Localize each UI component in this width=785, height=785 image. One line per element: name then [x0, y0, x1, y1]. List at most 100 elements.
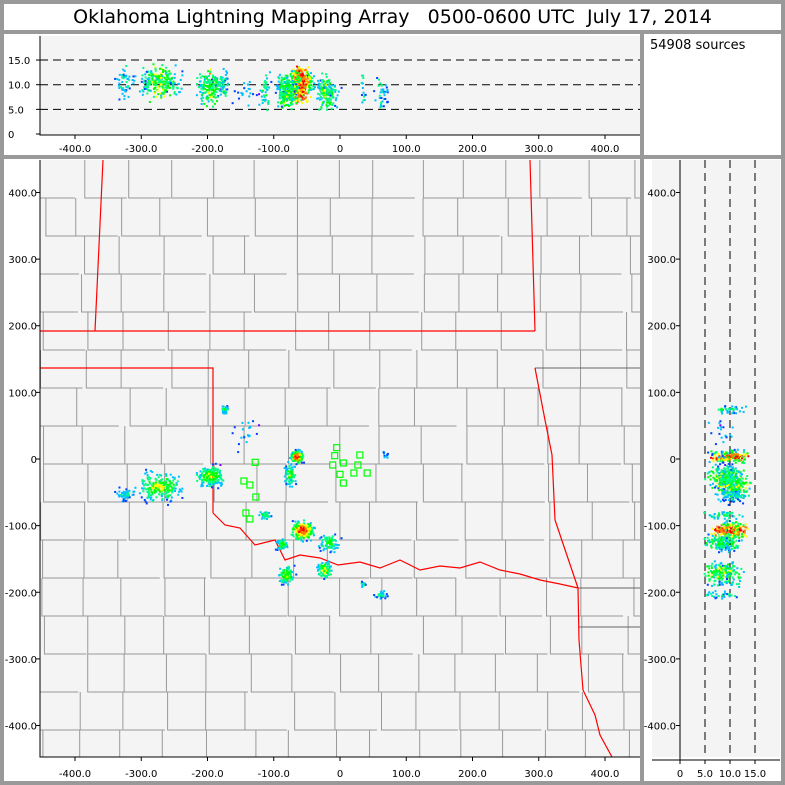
map-source-point — [336, 543, 339, 546]
map-source-point — [386, 595, 389, 598]
map-source-point — [300, 451, 303, 454]
side-source-point — [730, 594, 733, 597]
side-source-point — [720, 583, 723, 586]
map-source-point — [290, 463, 293, 466]
map-source-point — [291, 576, 294, 579]
top-source-point — [258, 103, 261, 106]
side-source-point — [726, 458, 729, 461]
top-source-point — [296, 88, 299, 91]
side-source-point — [731, 405, 734, 408]
map-source-point — [283, 581, 286, 584]
side-source-point — [738, 482, 741, 485]
map-source-point — [202, 470, 205, 473]
county-line — [494, 160, 551, 757]
map-source-point — [298, 530, 301, 533]
top-source-point — [293, 92, 296, 95]
map-source-point — [243, 436, 246, 439]
side-source-point — [739, 500, 742, 503]
map-source-point — [297, 534, 300, 537]
side-source-point — [719, 571, 722, 574]
map-source-point — [222, 408, 225, 411]
map-source-point — [237, 451, 240, 454]
side-source-point — [727, 531, 730, 534]
side-source-point — [734, 405, 737, 408]
top-source-point — [362, 91, 365, 94]
map-source-point — [383, 454, 386, 457]
side-source-point — [718, 489, 721, 492]
map-source-point — [203, 469, 206, 472]
side-source-point — [716, 539, 719, 542]
top-source-point — [258, 93, 261, 96]
top-source-point — [302, 86, 305, 89]
map-source-point — [281, 580, 284, 583]
map-source-point — [122, 492, 125, 495]
top-source-point — [204, 75, 207, 78]
side-source-point — [729, 534, 732, 537]
top-source-point — [247, 87, 250, 90]
top-source-point — [321, 101, 324, 104]
map-source-point — [124, 493, 127, 496]
side-source-point — [725, 527, 728, 530]
map-source-point — [157, 476, 160, 479]
side-source-point — [728, 474, 731, 477]
map-source-point — [181, 487, 184, 490]
top-source-point — [276, 86, 279, 89]
map-source-point — [148, 488, 151, 491]
map-source-point — [207, 470, 210, 473]
top-source-point — [263, 81, 266, 84]
top-source-point — [210, 89, 213, 92]
side-source-point — [726, 490, 729, 493]
side-source-point — [725, 520, 728, 523]
map-source-point — [293, 524, 296, 527]
side-source-point — [723, 528, 726, 531]
altitude-gridlines — [40, 59, 756, 757]
side-y-tick-label: 300.0 — [647, 255, 676, 266]
top-source-point — [217, 80, 220, 83]
side-source-point — [737, 489, 740, 492]
map-source-point — [262, 513, 265, 516]
top-source-point — [323, 90, 326, 93]
top-source-point — [288, 82, 291, 85]
map-source-point — [297, 529, 300, 532]
side-source-point — [724, 498, 727, 501]
map-source-point — [169, 494, 172, 497]
side-source-point — [721, 536, 724, 539]
top-source-point — [248, 95, 251, 98]
top-source-point — [360, 94, 363, 97]
side-source-point — [727, 411, 730, 414]
side-source-point — [741, 457, 744, 460]
top-source-point — [219, 93, 222, 96]
side-source-point — [722, 513, 725, 516]
map-source-point — [134, 486, 137, 489]
side-source-point — [732, 459, 735, 462]
side-source-point — [728, 462, 731, 465]
side-source-point — [717, 426, 720, 429]
top-source-point — [201, 92, 204, 95]
top-source-point — [287, 97, 290, 100]
side-source-point — [740, 533, 743, 536]
side-source-point — [731, 544, 734, 547]
top-source-point — [207, 100, 210, 103]
side-source-point — [718, 574, 721, 577]
top-source-point — [309, 96, 312, 99]
side-source-point — [737, 576, 740, 579]
map-source-point — [292, 458, 295, 461]
top-source-point — [291, 79, 294, 82]
top-source-point — [288, 85, 291, 88]
map-source-point — [325, 544, 328, 547]
map-source-point — [261, 515, 264, 518]
top-source-point — [123, 75, 126, 78]
side-source-point — [738, 489, 741, 492]
top-source-point — [219, 84, 222, 87]
map-source-point — [290, 479, 293, 482]
top-source-point — [154, 66, 157, 69]
top-source-point — [374, 99, 377, 102]
map-source-point — [215, 478, 218, 481]
side-source-point — [724, 484, 727, 487]
top-source-point — [224, 94, 227, 97]
side-source-point — [718, 579, 721, 582]
map-source-point — [255, 432, 258, 435]
top-source-point — [212, 76, 215, 79]
top-source-point — [149, 82, 152, 85]
top-source-point — [379, 91, 382, 94]
